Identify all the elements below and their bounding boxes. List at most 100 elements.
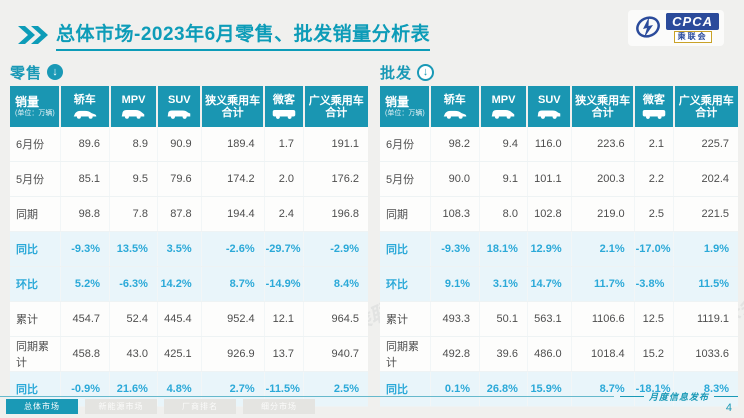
- minibus-icon: [266, 107, 301, 120]
- cell-value: 116.0: [527, 127, 572, 162]
- cell-value: 26.8%: [479, 371, 528, 407]
- cell-value: 174.2: [201, 161, 265, 197]
- cell-value: -2.6%: [201, 231, 265, 267]
- column-header: MPV: [109, 86, 159, 127]
- table-row: 同期累计 492.8 39.6 486.0 1018.4 15.2 1033.6: [380, 336, 738, 372]
- cell-value: 15.9%: [527, 371, 572, 407]
- cpca-emblem-icon: [633, 13, 663, 43]
- tab-nev-market[interactable]: 新能源市场: [85, 399, 157, 414]
- cell-value: 445.4: [157, 301, 202, 337]
- wholesale-table: 销量 (单位：万辆) 轿车 MPV SUV 狭义乘用车 合计 微客 广义乘用车 合计 6月份 98.2…: [380, 86, 738, 407]
- cell-value: 563.1: [527, 301, 572, 337]
- cell-value: 486.0: [527, 336, 572, 372]
- cell-value: 87.8: [157, 196, 202, 232]
- dash-line: [619, 396, 644, 397]
- dash-line: [714, 396, 738, 397]
- cell-value: 11.5%: [673, 266, 738, 302]
- retail-panel: 零售 ↓ 销量 (单位：万辆) 轿车 MPV SUV 狭义乘用车 合计 微客 广义乘用车 合计 6月…: [10, 60, 368, 407]
- down-arrow-circle-icon: ↓: [417, 63, 435, 81]
- cell-value: 964.5: [303, 301, 368, 337]
- cell-value: 1119.1: [673, 301, 738, 337]
- cell-value: 221.5: [673, 196, 738, 232]
- car-icon: [432, 107, 477, 120]
- table-row: 累计 493.3 50.1 563.1 1106.6 12.5 1119.1: [380, 301, 738, 337]
- cell-value: 90.0: [430, 161, 481, 197]
- cell-value: 952.4: [201, 301, 265, 337]
- row-label: 累计: [10, 301, 61, 337]
- cell-value: 79.6: [157, 161, 202, 197]
- table-row: 同比 -9.3% 13.5% 3.5% -2.6% -29.7% -2.9%: [10, 231, 368, 267]
- cell-value: 8.9: [109, 127, 158, 162]
- cpca-logo: CPCA 乘联会: [628, 10, 724, 46]
- car-icon: [62, 107, 107, 120]
- cell-value: 14.7%: [527, 266, 572, 302]
- cell-value: 196.8: [303, 196, 368, 232]
- cell-value: 225.7: [673, 127, 738, 162]
- cell-value: 3.5%: [157, 231, 202, 267]
- tab-overall-market[interactable]: 总体市场: [6, 399, 78, 414]
- cell-value: 12.9%: [527, 231, 572, 267]
- row-label: 6月份: [10, 127, 61, 162]
- table-row: 同比 0.1% 26.8% 15.9% 8.7% -18.1% 8.3%: [380, 371, 738, 407]
- cell-value: 8.3%: [673, 371, 738, 407]
- retail-section-label: 零售: [10, 64, 43, 82]
- cell-value: -18.1%: [634, 371, 675, 407]
- cell-value: 493.3: [430, 301, 481, 337]
- stat-header: 销量 (单位：万辆): [10, 86, 62, 127]
- column-header: 轿车: [60, 86, 111, 127]
- cell-value: 5.2%: [60, 266, 111, 302]
- cell-value: 2.5: [634, 196, 675, 232]
- wholesale-section-head: 批发 ↓: [380, 60, 738, 84]
- cell-value: 425.1: [157, 336, 202, 372]
- cell-value: 12.1: [264, 301, 305, 337]
- cell-value: 191.1: [303, 127, 368, 162]
- table-row: 6月份 89.6 8.9 90.9 189.4 1.7 191.1: [10, 127, 368, 162]
- cell-value: 1033.6: [673, 336, 738, 372]
- cell-value: 1018.4: [571, 336, 635, 372]
- tab-segment-market[interactable]: 细分市场: [243, 399, 315, 414]
- cell-value: 8.7%: [201, 266, 265, 302]
- wholesale-panel: 批发 ↓ 销量 (单位：万辆) 轿车 MPV SUV 狭义乘用车 合计 微客 广义乘用车 合计 6月…: [380, 60, 738, 407]
- cell-value: 9.1%: [430, 266, 481, 302]
- mpv-icon: [112, 107, 156, 120]
- row-label: 同比: [380, 231, 431, 267]
- cell-value: 11.7%: [571, 266, 635, 302]
- cell-value: 458.8: [60, 336, 111, 372]
- tables-area: 零售 ↓ 销量 (单位：万辆) 轿车 MPV SUV 狭义乘用车 合计 微客 广义乘用车 合计 6月…: [10, 60, 738, 407]
- table-row: 环比 9.1% 3.1% 14.7% 11.7% -3.8% 11.5%: [380, 266, 738, 302]
- table-row: 同比 -9.3% 18.1% 12.9% 2.1% -17.0% 1.9%: [380, 231, 738, 267]
- logo-org-text: 乘联会: [673, 31, 712, 43]
- cell-value: 14.2%: [157, 266, 202, 302]
- cell-value: 85.1: [60, 161, 111, 197]
- column-header: 微客: [634, 86, 675, 127]
- row-label: 同期累计: [380, 336, 431, 372]
- table-row: 5月份 85.1 9.5 79.6 174.2 2.0 176.2: [10, 161, 368, 197]
- cell-value: 9.1: [479, 161, 528, 197]
- row-label: 环比: [380, 266, 431, 302]
- cell-value: 8.4%: [303, 266, 368, 302]
- column-header: 广义乘用车 合计: [303, 86, 368, 127]
- page-title: 总体市场-2023年6月零售、批发销量分析表: [56, 19, 431, 51]
- cell-value: 101.1: [527, 161, 572, 197]
- cell-value: 13.7: [264, 336, 305, 372]
- cell-value: 2.2: [634, 161, 675, 197]
- page-number: 4: [725, 402, 732, 414]
- cell-value: 102.8: [527, 196, 572, 232]
- cell-value: -3.8%: [634, 266, 675, 302]
- row-label: 累计: [380, 301, 431, 337]
- cell-value: 176.2: [303, 161, 368, 197]
- row-label: 同比: [10, 231, 61, 267]
- cell-value: 492.8: [430, 336, 481, 372]
- cell-value: 13.5%: [109, 231, 158, 267]
- cell-value: 2.1: [634, 127, 675, 162]
- footer-tabs: 总体市场 新能源市场 厂商排名 细分市场: [6, 399, 315, 414]
- column-header: SUV: [157, 86, 203, 127]
- tab-oem-ranking[interactable]: 厂商排名: [164, 399, 236, 414]
- cell-value: 108.3: [430, 196, 481, 232]
- cell-value: 2.4: [264, 196, 305, 232]
- cell-value: -29.7%: [264, 231, 305, 267]
- cell-value: 219.0: [571, 196, 635, 232]
- cell-value: 52.4: [109, 301, 158, 337]
- logo-cpca-text: CPCA: [666, 13, 719, 30]
